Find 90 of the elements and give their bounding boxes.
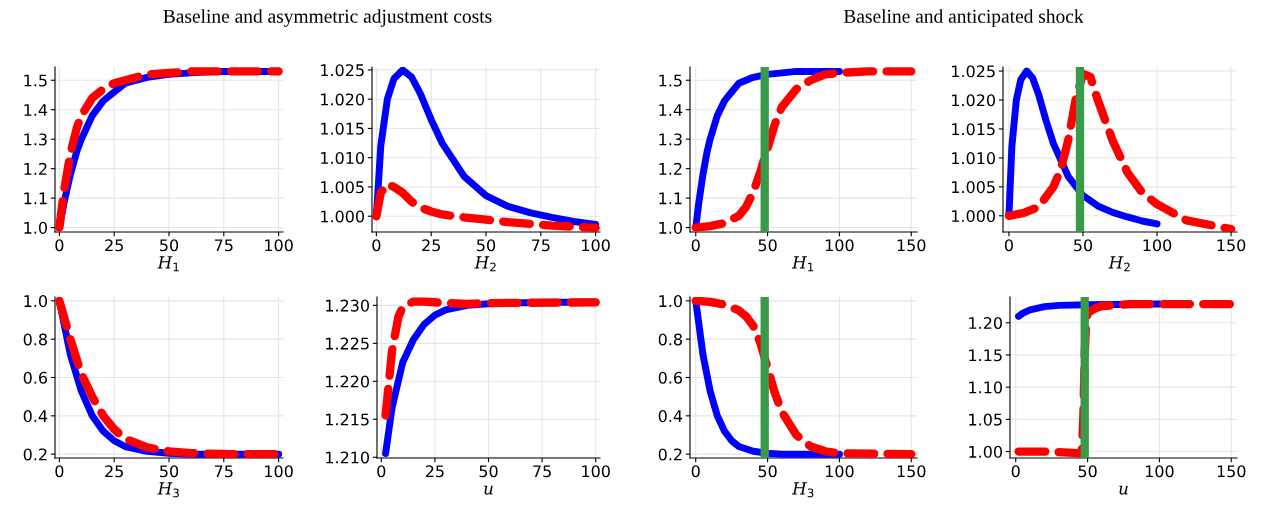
- x-tick-label: 150: [897, 465, 926, 478]
- x-axis-title: H$_{2}$: [1108, 256, 1130, 272]
- y-tick-label: 1.3: [659, 133, 682, 146]
- x-tick-label: 150: [897, 239, 926, 252]
- y-tick-label: 1.15: [969, 349, 1002, 362]
- x-tick-label: 50: [479, 465, 498, 478]
- x-tick-label: 0: [691, 239, 700, 252]
- x-tick-label: 50: [1078, 465, 1097, 478]
- x-tick-label: 100: [265, 465, 293, 478]
- x-tick-label: 25: [105, 465, 123, 478]
- x-tick-label: 0: [377, 465, 386, 478]
- x-tick-label: 150: [1217, 239, 1246, 252]
- x-tick-label: 50: [160, 239, 179, 252]
- x-tick-label: 0: [1011, 465, 1020, 478]
- y-tick-label: 1.20: [969, 316, 1002, 330]
- y-tick-label: 1.4: [659, 104, 683, 116]
- y-tick-label: 1.025: [321, 64, 364, 77]
- y-tick-label: 0.8: [23, 333, 47, 346]
- x-tick-label: 0: [691, 465, 700, 478]
- text: Baseline and asymmetric adjustment costs: [163, 9, 492, 27]
- y-tick-label: 0.6: [23, 371, 48, 384]
- y-tick-label: 0.8: [658, 333, 682, 346]
- y-tick-label: 1.10: [969, 381, 1002, 394]
- x-axis-title: H$_{3}$: [157, 482, 179, 498]
- x-tick-label: 25: [105, 239, 123, 252]
- x-tick-label: 75: [533, 465, 551, 478]
- x-axis-title: H$_{2}$: [474, 256, 496, 272]
- x-tick-label: 25: [422, 239, 440, 252]
- x-tick-label: 150: [1217, 465, 1246, 478]
- x-axis-title: H$_{1}$: [791, 256, 814, 272]
- x-tick-label: 100: [582, 239, 610, 252]
- x-tick-label: 0: [372, 239, 381, 252]
- y-tick-label: 1.225: [326, 337, 369, 350]
- y-tick-label: 1.1: [24, 192, 47, 205]
- y-tick-label: 1.05: [969, 413, 1002, 426]
- y-tick-label: 1.015: [321, 122, 364, 135]
- y-tick-label: 1.5: [24, 74, 47, 87]
- x-axis-title: H$_{3}$: [791, 482, 814, 498]
- x-tick-label: 100: [825, 465, 854, 478]
- y-tick-label: 1.005: [321, 181, 364, 194]
- y-tick-label: 1.230: [326, 299, 369, 312]
- y-tick-label: 1.005: [952, 181, 995, 194]
- y-tick-label: 1.0: [24, 221, 47, 234]
- x-tick-label: 100: [1145, 465, 1174, 478]
- y-tick-label: 0.2: [23, 448, 47, 461]
- y-tick-label: 1.2: [659, 162, 682, 175]
- x-tick-label: 0: [55, 465, 64, 478]
- x-tick-label: 25: [425, 465, 444, 478]
- x-tick-label: 100: [825, 239, 854, 252]
- x-tick-label: 100: [1143, 239, 1172, 252]
- x-tick-label: 75: [531, 239, 550, 252]
- y-tick-label: 1.215: [326, 413, 369, 426]
- x-tick-label: 75: [214, 239, 233, 252]
- y-tick-label: 1.4: [24, 104, 48, 116]
- y-tick-label: 0.4: [658, 410, 683, 423]
- y-tick-label: 1.000: [321, 210, 364, 223]
- text: Baseline and anticipated shock: [843, 9, 1084, 27]
- y-tick-label: 1.2: [24, 162, 47, 175]
- x-axis-title: u: [484, 485, 493, 495]
- x-tick-label: 0: [55, 239, 64, 252]
- x-tick-label: 100: [582, 465, 610, 478]
- y-tick-label: 1.010: [321, 151, 364, 164]
- y-tick-label: 1.0: [659, 221, 682, 234]
- y-tick-label: 1.5: [659, 74, 682, 87]
- y-tick-label: 1.010: [952, 152, 995, 165]
- y-tick-label: 1.3: [24, 133, 47, 146]
- y-tick-label: 1.00: [969, 445, 1002, 458]
- y-tick-label: 1.020: [952, 94, 995, 107]
- x-tick-label: 50: [160, 465, 179, 478]
- x-tick-label: 50: [1074, 239, 1093, 252]
- x-axis-title: H$_{1}$: [157, 256, 179, 272]
- y-tick-label: 1.0: [24, 295, 47, 308]
- x-tick-label: 50: [758, 465, 777, 478]
- y-tick-label: 1.1: [659, 192, 682, 205]
- y-tick-label: 1.025: [952, 65, 995, 78]
- x-axis-title: u: [1119, 485, 1128, 495]
- y-tick-label: 1.000: [952, 210, 995, 223]
- y-tick-label: 1.020: [321, 93, 364, 106]
- y-tick-label: 0.2: [658, 448, 682, 461]
- x-tick-label: 75: [214, 465, 233, 478]
- y-tick-label: 1.210: [326, 451, 369, 464]
- x-tick-label: 0: [1004, 239, 1013, 252]
- x-tick-label: 50: [477, 239, 496, 252]
- y-tick-label: 0.4: [23, 410, 48, 423]
- y-tick-label: 1.0: [659, 295, 682, 308]
- y-tick-label: 1.220: [326, 375, 369, 388]
- y-tick-label: 0.6: [658, 371, 683, 384]
- x-tick-label: 50: [758, 239, 777, 252]
- x-tick-label: 100: [265, 239, 293, 252]
- y-tick-label: 1.015: [952, 123, 995, 136]
